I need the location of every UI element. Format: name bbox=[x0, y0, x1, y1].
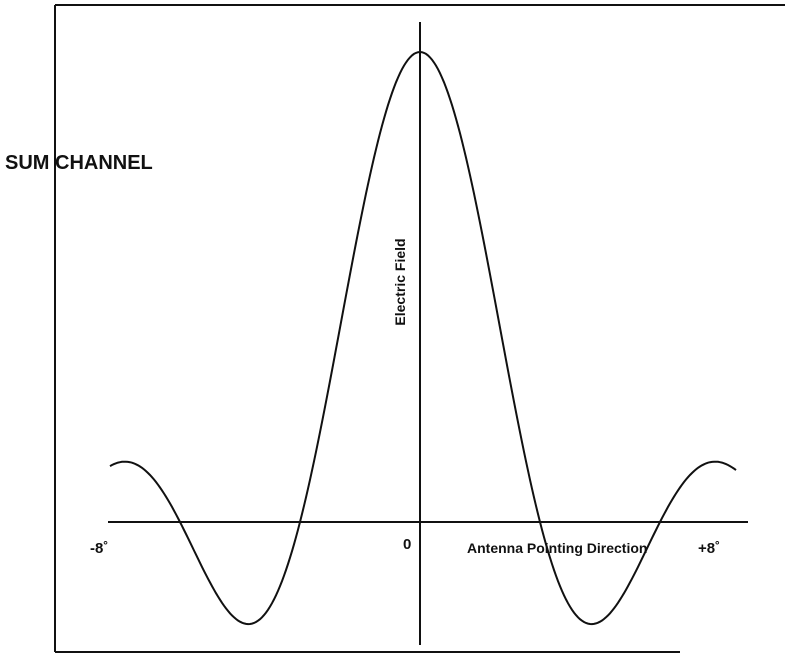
y-axis-label: Electric Field bbox=[392, 238, 408, 325]
x-label-center: 0 bbox=[403, 536, 411, 553]
title: SUM CHANNEL bbox=[5, 152, 153, 174]
x-label-right: +8˚ bbox=[698, 540, 720, 557]
x-label-left: -8˚ bbox=[90, 540, 108, 557]
x-axis-label: Antenna Pointing Direction bbox=[467, 540, 647, 556]
sum-pattern-curve bbox=[109, 50, 737, 626]
